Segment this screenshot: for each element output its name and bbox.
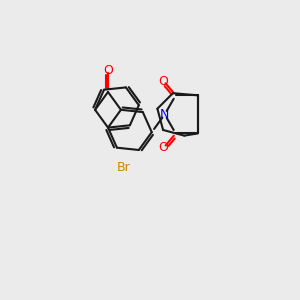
Text: N: N <box>160 108 169 121</box>
Text: O: O <box>159 74 169 88</box>
Text: Br: Br <box>117 161 131 174</box>
Text: O: O <box>103 64 113 76</box>
Text: O: O <box>159 141 169 154</box>
